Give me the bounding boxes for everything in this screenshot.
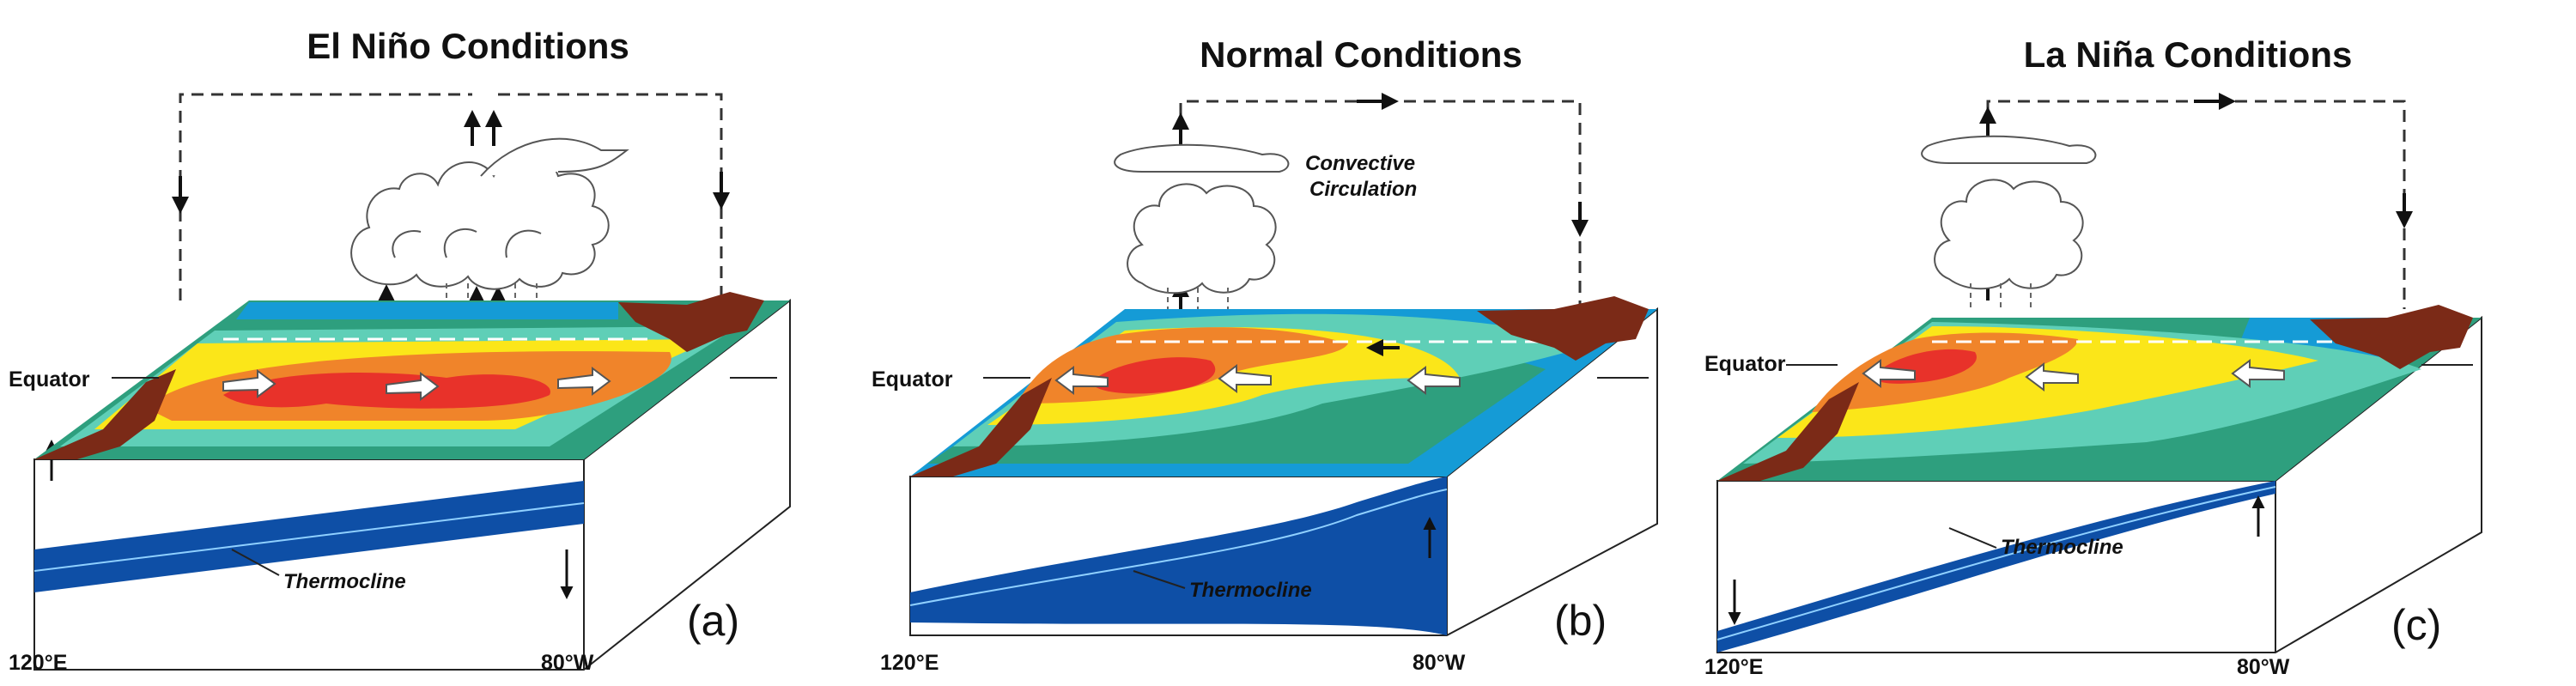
panel-a-land — [34, 292, 764, 459]
panel-a-label: (a) — [687, 597, 739, 645]
panel-a-rain — [446, 283, 538, 316]
panel-b-label: (b) — [1554, 597, 1607, 645]
panel-b-thermocline-layer — [910, 477, 1447, 635]
panel-c-land — [1717, 305, 2473, 481]
panel-b-convection-clouds — [1114, 143, 1290, 294]
panel-a-walker-circulation — [179, 93, 723, 301]
panel-a-convection-clouds — [350, 137, 629, 290]
panel-b-lon-west: 120°E — [880, 651, 939, 675]
panel-c-thermocline-layer — [1717, 481, 2275, 653]
panel-c-current-arrows — [1862, 359, 2285, 392]
panel-a-current-arrows — [222, 367, 611, 401]
panel-b-land — [910, 296, 1649, 477]
panel-la-nina: La Niña Conditions — [1704, 34, 2482, 679]
panel-a-sea-surface — [34, 301, 790, 459]
panel-c-equator-label: Equator — [1704, 352, 1786, 376]
panel-c-label: (c) — [2391, 601, 2441, 649]
panel-b-circulation-label-2: Circulation — [1309, 178, 1417, 201]
panel-el-nino: El Niño Conditions — [9, 26, 791, 675]
panel-b-lon-east: 80°W — [1413, 651, 1466, 675]
panel-b-thermocline-label: Thermocline — [1189, 579, 1312, 602]
panel-b-current-arrows — [1054, 364, 1461, 395]
panel-c-title: La Niña Conditions — [2024, 34, 2353, 75]
panel-c-convection-clouds — [1921, 135, 2097, 290]
panel-a-thermocline-label: Thermocline — [283, 570, 406, 593]
panel-b-sea-surface — [910, 309, 1657, 477]
panel-a-lon-west: 120°E — [9, 651, 67, 675]
panel-b-equator-label: Equator — [872, 367, 953, 392]
panel-b-title: Normal Conditions — [1200, 34, 1522, 75]
panel-a-lon-east: 80°W — [541, 651, 594, 675]
panel-c-lon-east: 80°W — [2237, 655, 2290, 679]
panel-a-title: El Niño Conditions — [307, 26, 629, 66]
panel-a-equator-label: Equator — [9, 367, 90, 392]
panel-c-lon-west: 120°E — [1704, 655, 1763, 679]
panel-b-circulation-label-1: Convective — [1305, 152, 1415, 175]
panel-c-rain — [1970, 283, 2032, 311]
panel-normal: Normal Conditions Convective Circulation — [872, 34, 1658, 675]
panel-c-thermocline-label: Thermocline — [2001, 536, 2123, 559]
